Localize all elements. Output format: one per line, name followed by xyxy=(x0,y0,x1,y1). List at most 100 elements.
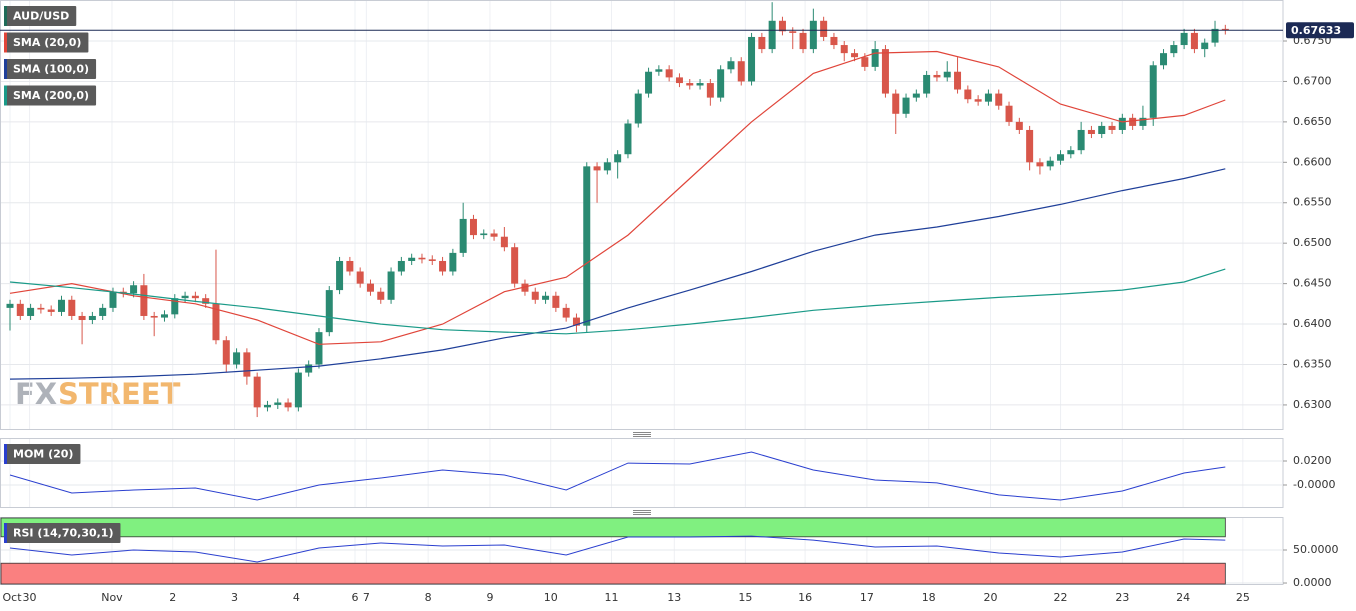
candle-body xyxy=(68,299,76,316)
overbought-band xyxy=(0,517,1226,538)
candle-body xyxy=(140,285,148,316)
legend-label: SMA (20,0) xyxy=(13,36,81,49)
indicator-line xyxy=(9,451,1226,501)
candle-body xyxy=(799,32,807,50)
candle-body xyxy=(696,83,704,86)
candle-body xyxy=(325,290,333,333)
candle-body xyxy=(130,285,138,294)
candle-body xyxy=(902,97,910,114)
x-tick-label: 6 xyxy=(352,591,359,604)
candle-body xyxy=(346,260,354,272)
candle-body xyxy=(562,307,570,318)
candle-body xyxy=(469,218,477,236)
legend-box xyxy=(4,59,97,79)
candle-body xyxy=(1005,105,1013,122)
oversold-band xyxy=(0,562,1226,585)
legend-item: SMA (100,0) xyxy=(4,59,97,79)
legend-marker xyxy=(4,6,7,26)
sma-line xyxy=(9,168,1226,380)
candle-body xyxy=(1118,117,1126,130)
candle-body xyxy=(758,36,766,50)
x-tick-label: 9 xyxy=(486,591,493,604)
candle-body xyxy=(665,69,673,78)
candle-body xyxy=(274,402,282,405)
x-tick-label: 30 xyxy=(23,591,37,604)
candle-body xyxy=(1180,32,1188,46)
candle-body xyxy=(881,49,889,94)
panel-frame xyxy=(0,438,1284,508)
candle-body xyxy=(789,31,797,33)
candle-body xyxy=(305,364,313,373)
candle-body xyxy=(1036,162,1044,167)
candle-body xyxy=(1129,117,1137,126)
candle-body xyxy=(1149,65,1157,118)
candle-body xyxy=(150,315,158,318)
candle-body xyxy=(99,307,107,316)
candle-body xyxy=(397,260,405,272)
candle-body xyxy=(686,83,694,86)
legend-item: AUD/USD xyxy=(4,6,77,26)
panel-splitter xyxy=(633,432,651,515)
candle-body xyxy=(572,317,580,326)
x-tick-label: 8 xyxy=(425,591,432,604)
legend-label: SMA (200,0) xyxy=(13,89,89,102)
candle-body xyxy=(717,69,725,98)
legend-label: AUD/USD xyxy=(13,10,69,23)
candle-body xyxy=(768,20,776,50)
candle-body xyxy=(954,71,962,90)
last-price-label: 0.67633 xyxy=(1291,24,1341,37)
candle-body xyxy=(480,233,488,236)
candle-body xyxy=(840,45,848,54)
candle-body xyxy=(542,295,550,300)
candle-body xyxy=(706,83,714,98)
x-tick-label: 4 xyxy=(293,591,300,604)
candle-body xyxy=(634,93,642,124)
y-tick-label: 0.6400 xyxy=(1293,317,1332,330)
legend-box xyxy=(4,444,81,464)
candle-body xyxy=(78,315,86,321)
legend-item: SMA (200,0) xyxy=(4,85,97,106)
candle-body xyxy=(88,315,96,321)
candle-body xyxy=(336,260,344,291)
y-tick-label: -0.0000 xyxy=(1293,478,1335,491)
candle-body xyxy=(418,257,426,260)
x-tick-label: 17 xyxy=(860,591,874,604)
candle-body xyxy=(809,20,817,50)
x-tick-label: 16 xyxy=(798,591,812,604)
legend-label: RSI (14,70,30,1) xyxy=(13,527,113,540)
candle-body xyxy=(356,271,364,284)
candle-body xyxy=(995,93,1003,106)
x-tick-label: 15 xyxy=(738,591,752,604)
legend-label: SMA (100,0) xyxy=(13,63,89,76)
candle-body xyxy=(6,303,14,308)
candle-body xyxy=(212,303,220,341)
sma-line xyxy=(9,268,1226,335)
candle-body xyxy=(655,69,663,72)
candle-body xyxy=(984,93,992,102)
last-price-box xyxy=(1286,22,1354,39)
candle-body xyxy=(943,71,951,78)
candle-body xyxy=(284,402,292,408)
y-tick-label: 0.6550 xyxy=(1293,196,1332,209)
x-tick-label: 3 xyxy=(231,591,238,604)
candle-body xyxy=(233,352,241,365)
x-tick-label: 23 xyxy=(1115,591,1129,604)
candle-body xyxy=(243,352,251,377)
candle-body xyxy=(593,166,601,171)
candle-body xyxy=(861,57,869,67)
candle-body xyxy=(531,291,539,300)
candle-body xyxy=(830,36,838,46)
x-tick-label: Oct xyxy=(2,591,22,604)
candle-body xyxy=(603,162,611,171)
x-tick-label: 11 xyxy=(604,591,618,604)
candle-body xyxy=(1015,121,1023,130)
legend-item: RSI (14,70,30,1) xyxy=(4,523,121,543)
legend-marker xyxy=(4,85,7,106)
candle-body xyxy=(737,61,745,82)
candle-body xyxy=(1098,125,1106,135)
candle-body xyxy=(933,74,941,78)
y-tick-label: 0.6450 xyxy=(1293,277,1332,290)
legend-box xyxy=(4,32,89,53)
y-tick-label: 0.6650 xyxy=(1293,115,1332,128)
